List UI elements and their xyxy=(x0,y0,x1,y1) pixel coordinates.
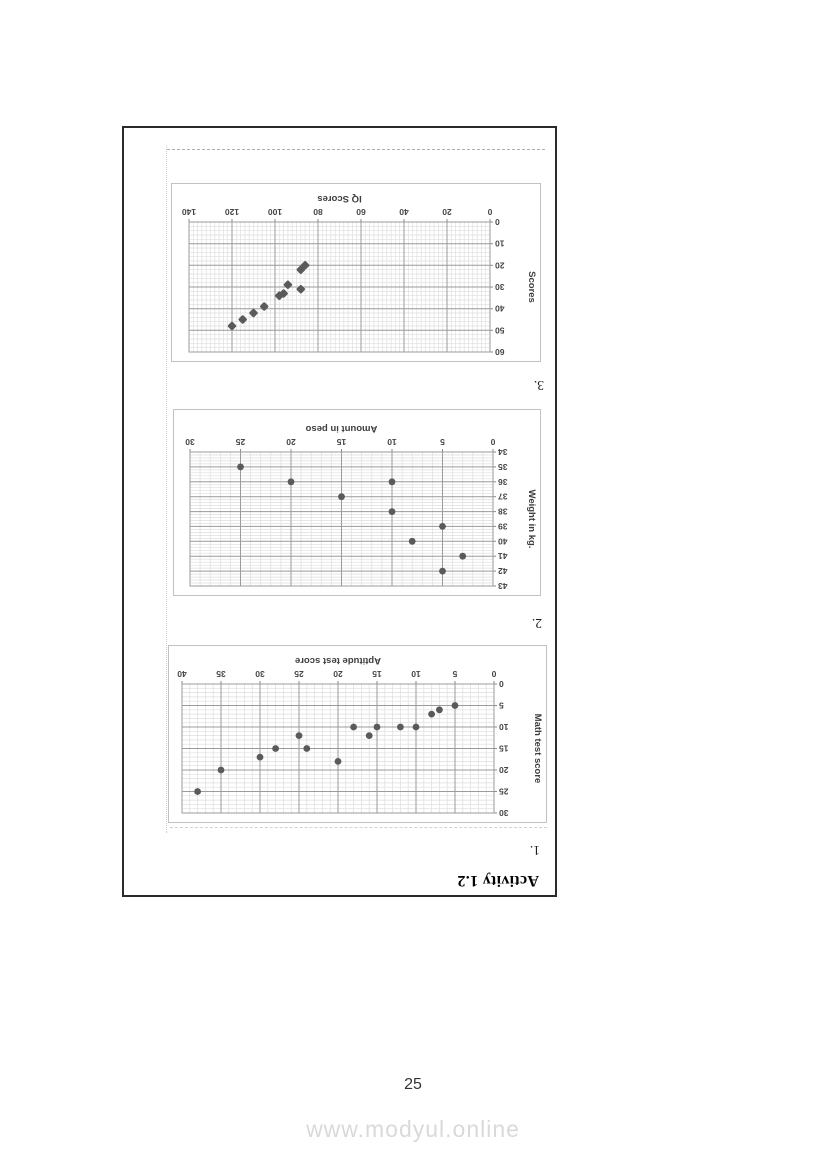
svg-text:0: 0 xyxy=(491,669,496,679)
rotated-scan-content: Activity 1.2 1. 0 5 10 15 20 25 30 35 40 0 5 10 15 20… xyxy=(124,128,555,895)
scan-artifact-dashed-line-lower xyxy=(167,149,545,150)
svg-text:Scores: Scores xyxy=(526,271,537,303)
svg-text:15: 15 xyxy=(372,669,382,679)
svg-text:43: 43 xyxy=(498,581,508,591)
svg-text:25: 25 xyxy=(499,787,509,797)
svg-text:5: 5 xyxy=(440,437,445,447)
activity-heading: Activity 1.2 xyxy=(457,872,539,889)
svg-text:30: 30 xyxy=(495,282,505,292)
scan-artifact-dashed-line-upper xyxy=(170,827,547,828)
svg-text:40: 40 xyxy=(177,669,187,679)
svg-text:Weight in kg.: Weight in kg. xyxy=(526,490,537,549)
svg-text:80: 80 xyxy=(313,207,323,217)
page-number: 25 xyxy=(404,1076,422,1093)
svg-text:0: 0 xyxy=(495,217,500,227)
scatter-chart-aptitude-vs-math: 0 5 10 15 20 25 30 35 40 0 5 10 15 20 25 30 Aptitude tes… xyxy=(168,645,547,823)
item-number-1: 1. xyxy=(529,843,540,858)
svg-text:Aptitude test score: Aptitude test score xyxy=(295,655,381,666)
svg-text:25: 25 xyxy=(294,669,304,679)
svg-text:10: 10 xyxy=(495,239,505,249)
svg-text:5: 5 xyxy=(452,669,457,679)
scatter-chart-iq-vs-scores: 0 20 40 60 80 100 120 140 0 10 20 30 40 50 60 IQ Scores… xyxy=(171,183,541,362)
svg-text:40: 40 xyxy=(399,207,409,217)
item-number-3: 3. xyxy=(533,378,544,393)
svg-text:0: 0 xyxy=(490,437,495,447)
svg-text:25: 25 xyxy=(236,437,246,447)
svg-text:20: 20 xyxy=(442,207,452,217)
svg-text:Amount in peso: Amount in peso xyxy=(305,423,377,434)
scan-artifact-dotted-line xyxy=(166,145,167,833)
svg-text:IQ Scores: IQ Scores xyxy=(317,193,361,204)
svg-text:35: 35 xyxy=(216,669,226,679)
svg-text:60: 60 xyxy=(356,207,366,217)
svg-text:0: 0 xyxy=(499,679,504,689)
svg-text:5: 5 xyxy=(499,701,504,711)
svg-text:35: 35 xyxy=(498,462,508,472)
svg-text:30: 30 xyxy=(185,437,195,447)
svg-text:10: 10 xyxy=(387,437,397,447)
svg-text:40: 40 xyxy=(498,536,508,546)
site-watermark: www.modyul.online xyxy=(306,1116,520,1142)
worksheet-border-box: Activity 1.2 1. 0 5 10 15 20 25 30 35 40 0 5 10 15 20… xyxy=(122,126,557,897)
svg-text:Math test score: Math test score xyxy=(532,714,543,784)
svg-text:37: 37 xyxy=(498,492,508,502)
svg-text:30: 30 xyxy=(499,808,509,818)
svg-text:50: 50 xyxy=(495,325,505,335)
svg-text:41: 41 xyxy=(498,551,508,561)
svg-text:140: 140 xyxy=(182,207,196,217)
svg-text:20: 20 xyxy=(495,260,505,270)
svg-text:30: 30 xyxy=(255,669,265,679)
svg-text:60: 60 xyxy=(495,347,505,357)
svg-text:15: 15 xyxy=(499,744,509,754)
item-number-2: 2. xyxy=(531,616,542,631)
svg-text:0: 0 xyxy=(487,207,492,217)
svg-text:39: 39 xyxy=(498,521,508,531)
svg-text:20: 20 xyxy=(333,669,343,679)
svg-text:120: 120 xyxy=(225,207,239,217)
svg-text:100: 100 xyxy=(268,207,282,217)
svg-text:15: 15 xyxy=(337,437,347,447)
svg-text:36: 36 xyxy=(498,477,508,487)
svg-text:10: 10 xyxy=(499,722,509,732)
scatter-chart-amount-vs-weight: 0 5 10 15 20 25 30 34 35 36 37 38 39 40 41 42 43 Amount i… xyxy=(173,409,541,596)
svg-text:42: 42 xyxy=(498,566,508,576)
svg-text:34: 34 xyxy=(498,447,508,457)
svg-text:10: 10 xyxy=(411,669,421,679)
svg-text:40: 40 xyxy=(495,304,505,314)
svg-text:20: 20 xyxy=(499,765,509,775)
svg-text:38: 38 xyxy=(498,507,508,517)
svg-text:20: 20 xyxy=(286,437,296,447)
